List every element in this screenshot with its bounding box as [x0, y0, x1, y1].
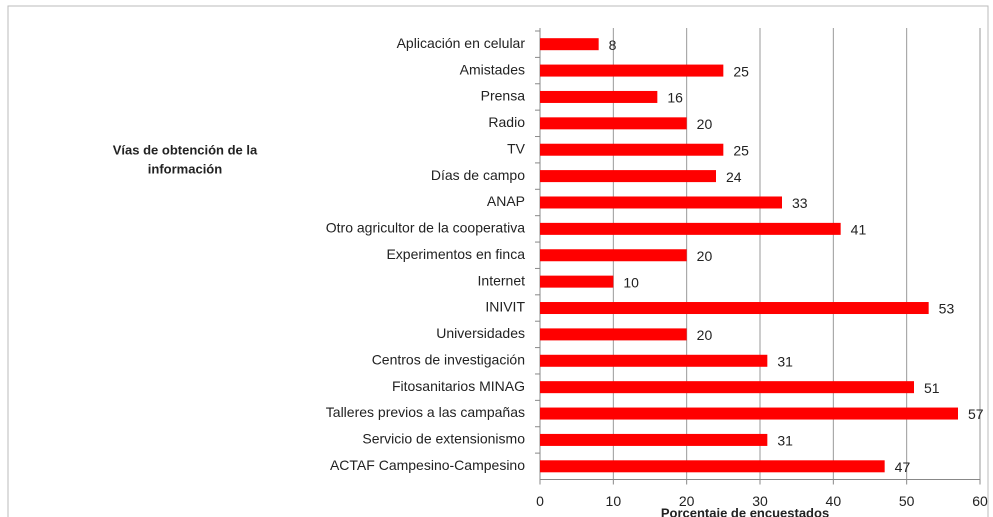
data-label: 25 [733, 63, 749, 79]
chart-frame [7, 5, 989, 517]
y-tick-label: Servicio de extensionismo [362, 431, 525, 447]
data-label: 20 [697, 248, 713, 264]
bar [540, 143, 724, 156]
bar [540, 354, 768, 367]
bar [540, 275, 614, 288]
data-label: 8 [609, 37, 617, 53]
bar [540, 381, 914, 394]
y-tick-label: ANAP [487, 193, 525, 209]
bar [540, 64, 724, 77]
bar [540, 433, 768, 446]
y-axis-label: Vías de obtención de la [113, 142, 258, 157]
bar [540, 460, 885, 473]
bar [540, 407, 958, 420]
y-tick-label: Aplicación en celular [397, 35, 526, 51]
data-label: 16 [667, 90, 683, 106]
data-label: 10 [623, 274, 639, 290]
bar [540, 117, 687, 130]
data-label: 31 [777, 433, 793, 449]
y-tick-label: Experimentos en finca [386, 246, 525, 262]
y-tick-label: Días de campo [431, 167, 525, 183]
y-tick-label: ACTAF Campesino-Campesino [330, 457, 525, 473]
data-label: 24 [726, 169, 742, 185]
bar [540, 328, 687, 341]
y-tick-label: Otro agricultor de la cooperativa [326, 220, 525, 236]
y-tick-label: Radio [488, 114, 525, 130]
bar [540, 196, 782, 209]
data-label: 20 [697, 116, 713, 132]
bar [540, 38, 599, 51]
y-tick-label: Internet [478, 272, 526, 288]
data-label: 25 [733, 142, 749, 158]
data-label: 31 [777, 353, 793, 369]
data-label: 57 [968, 406, 984, 422]
x-tick-label: 60 [972, 493, 988, 509]
y-tick-label: Universidades [436, 325, 525, 341]
y-tick-label: Talleres previos a las campañas [326, 404, 525, 420]
x-tick-label: 0 [536, 493, 544, 509]
y-tick-label: Amistades [460, 61, 525, 77]
bar [540, 249, 687, 262]
x-axis-label: Porcentaje de encuestados [661, 505, 829, 517]
data-label: 53 [939, 301, 955, 317]
data-label: 41 [851, 222, 867, 238]
x-tick-label: 10 [606, 493, 622, 509]
data-label: 51 [924, 380, 940, 396]
y-tick-label: Fitosanitarios MINAG [392, 378, 525, 394]
data-label: 20 [697, 327, 713, 343]
bar [540, 170, 716, 183]
y-tick-label: Prensa [481, 88, 526, 104]
data-label: 47 [895, 459, 911, 475]
x-tick-label: 50 [899, 493, 915, 509]
x-tick-label: 20 [679, 493, 695, 509]
bar [540, 90, 658, 103]
x-tick-label: 30 [752, 493, 768, 509]
y-axis-label: información [148, 161, 222, 176]
y-tick-label: TV [507, 140, 526, 156]
y-tick-label: INIVIT [485, 299, 525, 315]
x-tick-label: 40 [826, 493, 842, 509]
bar [540, 302, 929, 315]
data-label: 33 [792, 195, 808, 211]
bar [540, 222, 841, 235]
y-tick-label: Centros de investigación [372, 351, 525, 367]
